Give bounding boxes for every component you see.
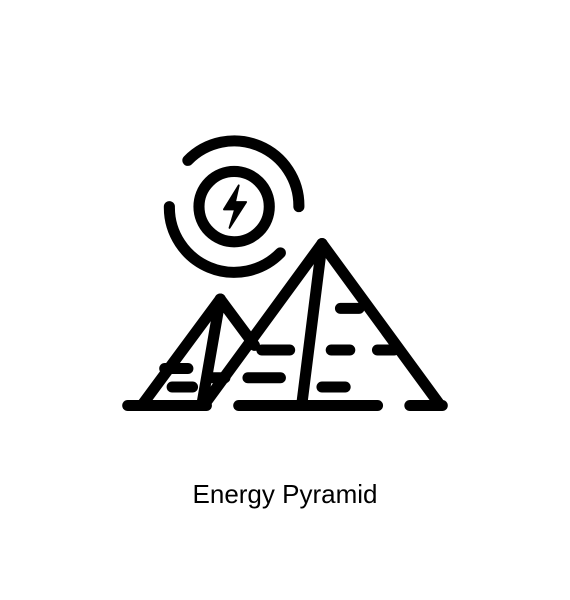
energy-pyramid-icon bbox=[100, 91, 470, 461]
energy-pyramid-figure: Energy Pyramid bbox=[100, 91, 470, 510]
icon-label: Energy Pyramid bbox=[193, 479, 378, 510]
